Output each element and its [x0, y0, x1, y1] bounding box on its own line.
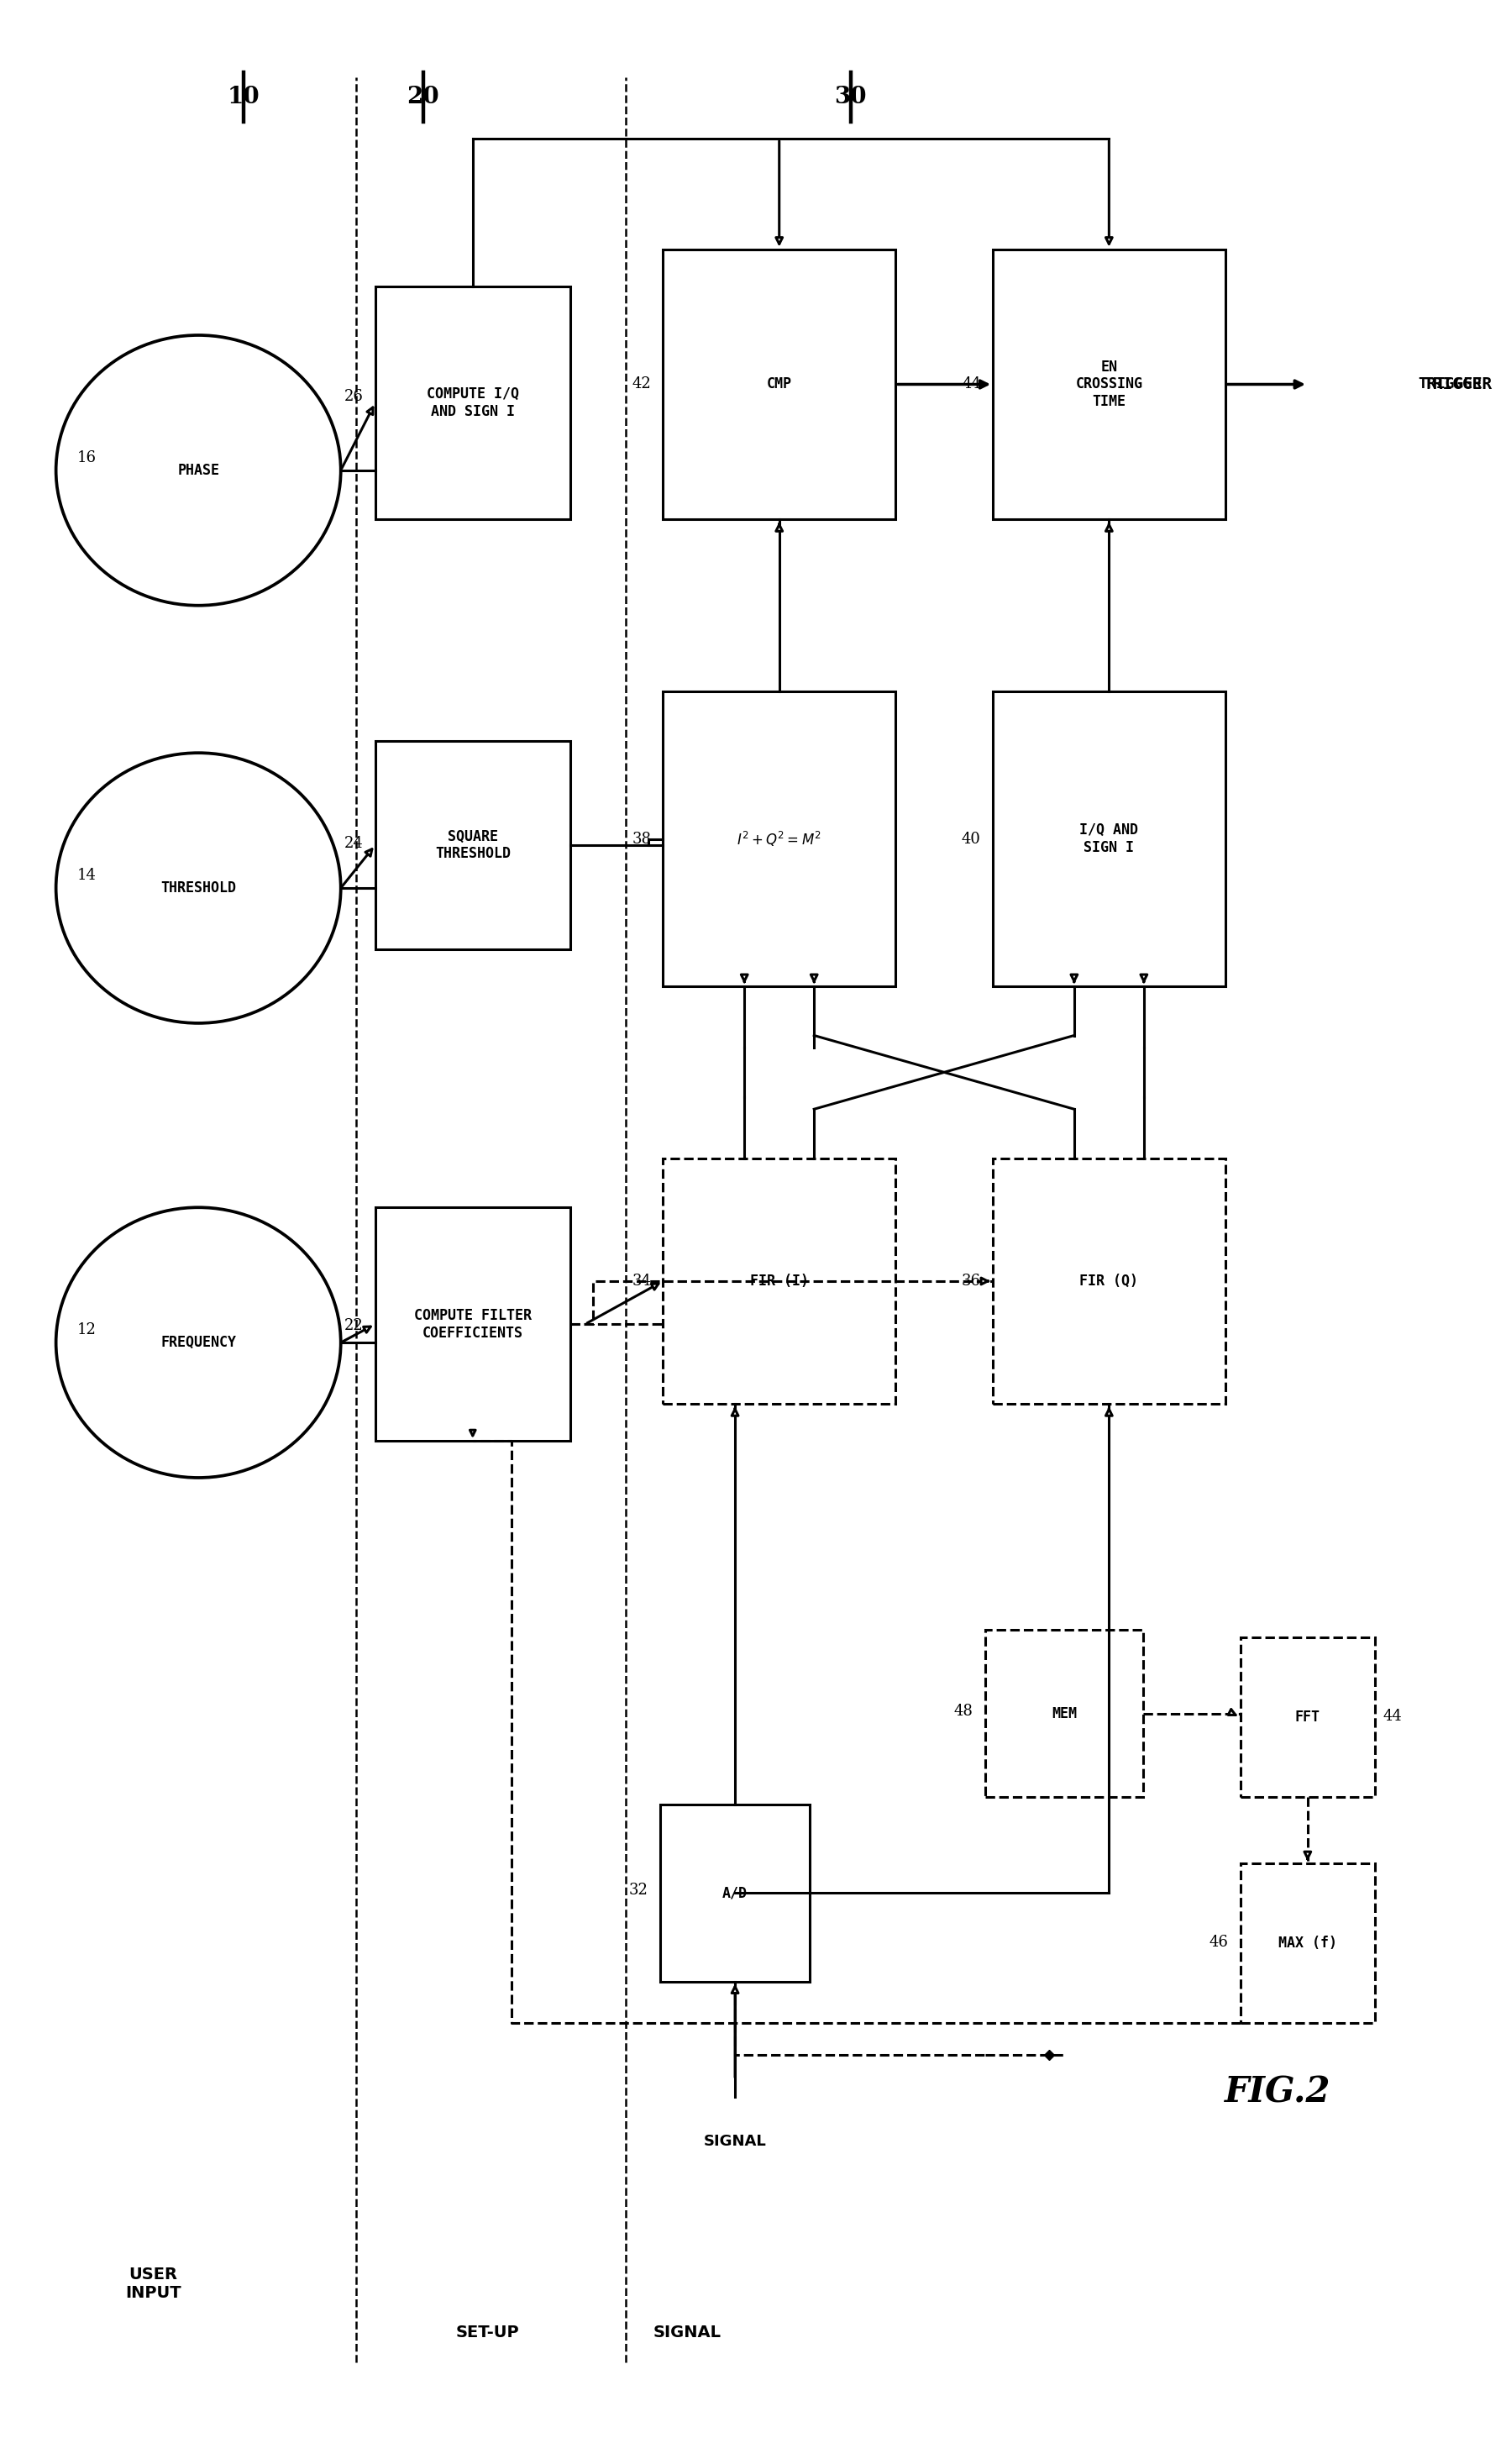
Text: FIR (I): FIR (I) [750, 1274, 809, 1289]
Text: 38: 38 [631, 830, 651, 848]
Text: FIG.2: FIG.2 [1224, 2075, 1331, 2109]
Text: SQUARE
THRESHOLD: SQUARE THRESHOLD [435, 828, 511, 862]
Bar [663, 1158, 896, 1404]
Text: 40: 40 [962, 830, 980, 848]
Bar [992, 249, 1226, 520]
Text: I/Q AND
SIGN I: I/Q AND SIGN I [1080, 823, 1139, 855]
Bar [663, 249, 896, 520]
Text: 20: 20 [407, 86, 440, 108]
Text: MAX (f): MAX (f) [1279, 1937, 1337, 1951]
Bar [375, 1207, 571, 1441]
Bar [985, 1631, 1143, 1796]
Bar [663, 692, 896, 986]
Text: SIGNAL: SIGNAL [703, 2134, 767, 2149]
Text: THRESHOLD: THRESHOLD [161, 880, 236, 894]
Text: A/D: A/D [723, 1885, 747, 1900]
Text: USER
INPUT: USER INPUT [125, 2267, 181, 2301]
Text: TRIGGER: TRIGGER [1423, 377, 1492, 392]
Text: 36: 36 [961, 1274, 980, 1289]
Text: TRIGGER: TRIGGER [1419, 377, 1482, 392]
Text: PHASE: PHASE [178, 463, 220, 478]
Text: 22: 22 [345, 1318, 363, 1333]
Text: FREQUENCY: FREQUENCY [161, 1335, 236, 1350]
Text: MEM: MEM [1051, 1705, 1077, 1722]
Bar [1239, 1863, 1375, 2023]
Text: COMPUTE FILTER
COEFFICIENTS: COMPUTE FILTER COEFFICIENTS [414, 1308, 532, 1340]
Text: 24: 24 [345, 835, 363, 853]
Bar [1239, 1639, 1375, 1796]
Text: 42: 42 [633, 377, 651, 392]
Text: 34: 34 [633, 1274, 651, 1289]
Text: 14: 14 [77, 867, 96, 882]
Text: EN
CROSSING
TIME: EN CROSSING TIME [1075, 360, 1143, 409]
Text: SET-UP: SET-UP [456, 2324, 520, 2341]
Text: 44: 44 [962, 377, 980, 392]
Text: $I^2+Q^2=M^2$: $I^2+Q^2=M^2$ [736, 830, 822, 848]
Bar [992, 1158, 1226, 1404]
Text: 44: 44 [1383, 1708, 1402, 1725]
Text: COMPUTE I/Q
AND SIGN I: COMPUTE I/Q AND SIGN I [426, 387, 520, 419]
Text: 46: 46 [1209, 1934, 1229, 1949]
Text: 48: 48 [955, 1703, 973, 1720]
Text: CMP: CMP [767, 377, 792, 392]
Bar [660, 1804, 810, 1981]
Bar [992, 692, 1226, 986]
Text: 32: 32 [630, 1882, 648, 1897]
Text: 30: 30 [834, 86, 866, 108]
Text: FIR (Q): FIR (Q) [1080, 1274, 1139, 1289]
Bar [375, 286, 571, 520]
Text: 16: 16 [77, 451, 96, 466]
Text: 12: 12 [77, 1323, 96, 1338]
Text: SIGNAL: SIGNAL [654, 2324, 721, 2341]
Text: 26: 26 [343, 389, 363, 404]
Text: 10: 10 [227, 86, 259, 108]
Bar [375, 742, 571, 949]
Text: FFT: FFT [1295, 1710, 1321, 1725]
